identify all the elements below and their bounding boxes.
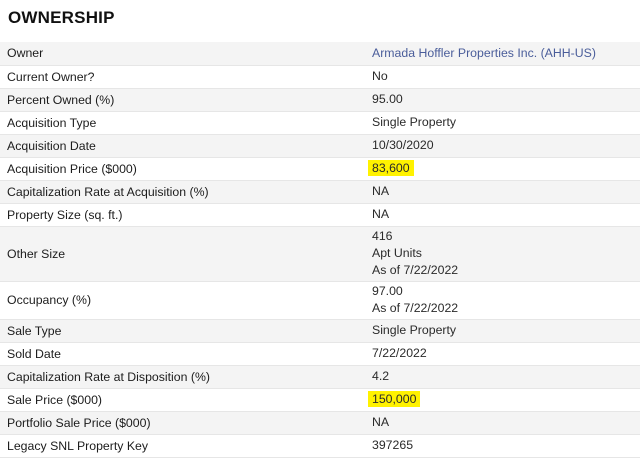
table-row: Other Size 416 Apt Units As of 7/22/2022	[0, 226, 640, 282]
value-text: NA	[372, 415, 390, 429]
row-value-legacy-snl-key: 397265	[364, 434, 640, 458]
value-text: NA	[372, 184, 390, 198]
value-unit: Apt Units	[372, 246, 422, 260]
row-value-current-owner: No	[364, 65, 640, 89]
table-row: Sold Date 7/22/2022	[0, 342, 640, 366]
row-label-acquisition-type: Acquisition Type	[0, 111, 364, 135]
row-value-sold-date: 7/22/2022	[364, 342, 640, 366]
value-text: 7/22/2022	[372, 346, 427, 360]
row-value-percent-owned: 95.00	[364, 88, 640, 112]
row-label-cap-rate-acquisition: Capitalization Rate at Acquisition (%)	[0, 180, 364, 204]
row-label-sale-price: Sale Price ($000)	[0, 388, 364, 412]
row-label-occupancy: Occupancy (%)	[0, 281, 364, 320]
row-label-owner: Owner	[0, 42, 364, 66]
row-label-sale-type: Sale Type	[0, 319, 364, 343]
row-label-legacy-snl-key: Legacy SNL Property Key	[0, 434, 364, 458]
table-row: Percent Owned (%) 95.00	[0, 88, 640, 112]
table-row: Legacy SNL Property Key 397265	[0, 434, 640, 458]
row-value-property-size: NA	[364, 203, 640, 227]
row-value-acquisition-price: 83,600	[364, 157, 640, 181]
highlighted-value: 150,000	[368, 391, 421, 407]
row-label-acquisition-price: Acquisition Price ($000)	[0, 157, 364, 181]
table-row: Occupancy (%) 97.00 As of 7/22/2022	[0, 281, 640, 320]
row-value-other-size: 416 Apt Units As of 7/22/2022	[364, 226, 640, 282]
value-text: 95.00	[372, 92, 403, 106]
row-label-sold-date: Sold Date	[0, 342, 364, 366]
table-row: Capitalization Rate at Acquisition (%) N…	[0, 180, 640, 204]
table-row: Owner Armada Hoffler Properties Inc. (AH…	[0, 42, 640, 66]
owner-link[interactable]: Armada Hoffler Properties Inc. (AHH-US)	[372, 45, 596, 60]
value-as-of: As of 7/22/2022	[372, 263, 459, 277]
row-value-acquisition-date: 10/30/2020	[364, 134, 640, 158]
row-value-cap-rate-disposition: 4.2	[364, 365, 640, 389]
row-label-property-size: Property Size (sq. ft.)	[0, 203, 364, 227]
value-text: 4.2	[372, 369, 390, 383]
row-value-cap-rate-acquisition: NA	[364, 180, 640, 204]
table-row: Portfolio Sale Price ($000) NA	[0, 411, 640, 435]
row-label-acquisition-date: Acquisition Date	[0, 134, 364, 158]
row-label-portfolio-sale-price: Portfolio Sale Price ($000)	[0, 411, 364, 435]
value-text: No	[372, 69, 388, 83]
table-row: Sale Type Single Property	[0, 319, 640, 343]
row-label-current-owner: Current Owner?	[0, 65, 364, 89]
value-text: 10/30/2020	[372, 138, 434, 152]
table-row: Property Size (sq. ft.) NA	[0, 203, 640, 227]
row-value-sale-price: 150,000	[364, 388, 640, 412]
table-row: Acquisition Date 10/30/2020	[0, 134, 640, 158]
ownership-table: Owner Armada Hoffler Properties Inc. (AH…	[0, 42, 640, 458]
table-row: Current Owner? No	[0, 65, 640, 89]
table-row: Sale Price ($000) 150,000	[0, 388, 640, 412]
row-label-other-size: Other Size	[0, 226, 364, 282]
section-title: OWNERSHIP	[8, 8, 115, 27]
row-value-occupancy: 97.00 As of 7/22/2022	[364, 281, 640, 320]
value-text: 416	[372, 229, 393, 243]
value-as-of: As of 7/22/2022	[372, 301, 459, 315]
value-text: NA	[372, 207, 390, 221]
table-row: Acquisition Price ($000) 83,600	[0, 157, 640, 181]
value-text: Single Property	[372, 323, 457, 337]
row-value-sale-type: Single Property	[364, 319, 640, 343]
row-value-owner: Armada Hoffler Properties Inc. (AHH-US)	[364, 42, 640, 66]
row-value-portfolio-sale-price: NA	[364, 411, 640, 435]
value-text: 97.00	[372, 284, 403, 298]
row-value-acquisition-type: Single Property	[364, 111, 640, 135]
table-row: Acquisition Type Single Property	[0, 111, 640, 135]
table-row: Capitalization Rate at Disposition (%) 4…	[0, 365, 640, 389]
highlighted-value: 83,600	[368, 160, 414, 176]
value-text: 397265	[372, 438, 414, 452]
row-label-percent-owned: Percent Owned (%)	[0, 88, 364, 112]
value-text: Single Property	[372, 115, 457, 129]
row-label-cap-rate-disposition: Capitalization Rate at Disposition (%)	[0, 365, 364, 389]
